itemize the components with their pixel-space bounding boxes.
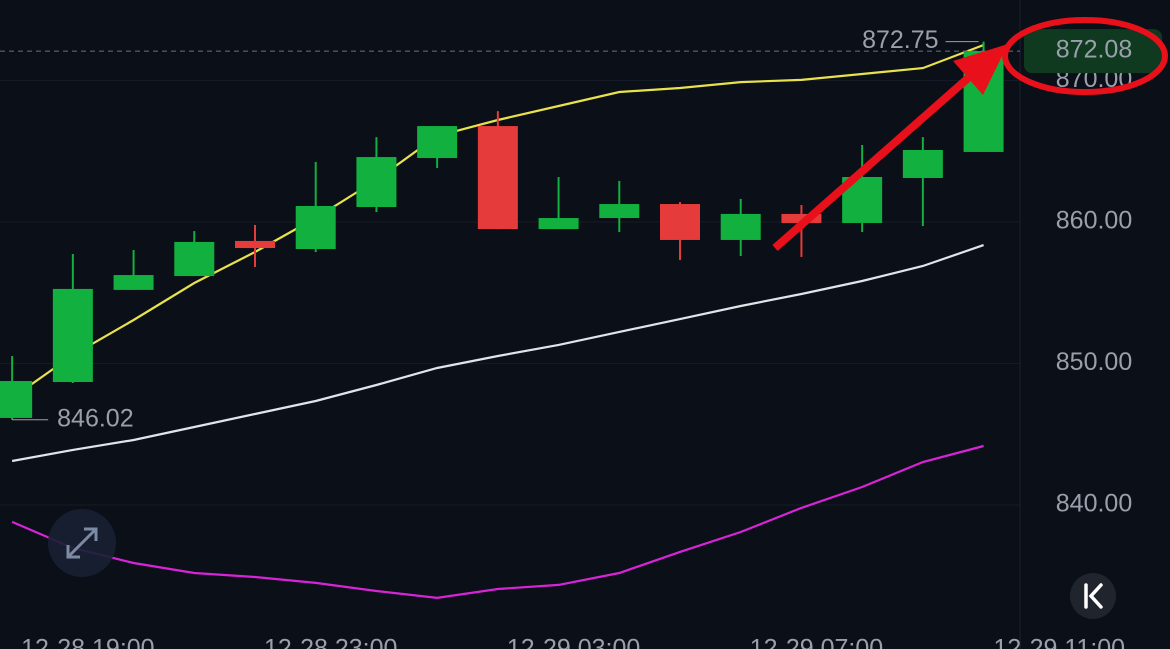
candle-body bbox=[660, 204, 700, 240]
ma-line bbox=[11, 444, 984, 600]
scroll-latest-button[interactable] bbox=[1070, 573, 1116, 619]
candle-body bbox=[599, 204, 640, 219]
candle-body bbox=[477, 126, 518, 230]
y-tick-label: 850.00 bbox=[1056, 348, 1132, 376]
low-label: 846.02 bbox=[57, 404, 133, 432]
candle-body bbox=[417, 126, 458, 159]
candle-body bbox=[356, 157, 397, 207]
candle-body bbox=[113, 275, 154, 290]
x-tick-label: 12-29 03:00 bbox=[507, 635, 640, 649]
x-tick-label: 12-29 07:00 bbox=[750, 635, 883, 649]
candle-body bbox=[235, 240, 275, 249]
candle-body bbox=[52, 288, 93, 383]
ma-line bbox=[11, 244, 984, 463]
candle-body bbox=[538, 218, 579, 230]
x-tick-label: 12-28 19:00 bbox=[21, 635, 154, 649]
x-tick-label: 12-28 23:00 bbox=[264, 635, 397, 649]
y-tick-label: 860.00 bbox=[1056, 207, 1132, 235]
candle-body bbox=[902, 149, 943, 178]
expand-button[interactable] bbox=[48, 509, 116, 577]
candles bbox=[0, 41, 1004, 420]
x-tick-label: 12-29 11:00 bbox=[993, 635, 1125, 649]
candle-body bbox=[174, 241, 215, 277]
candle-body bbox=[720, 213, 761, 240]
last-price-label: 872.08 bbox=[1056, 36, 1132, 64]
red-annotation bbox=[772, 17, 1168, 252]
y-tick-label: 840.00 bbox=[1056, 490, 1132, 518]
last-price-box bbox=[1024, 29, 1162, 74]
candle-body bbox=[781, 213, 822, 223]
candle-body bbox=[295, 206, 336, 250]
high-label: 872.75 bbox=[862, 26, 938, 54]
candle-body bbox=[0, 381, 33, 418]
